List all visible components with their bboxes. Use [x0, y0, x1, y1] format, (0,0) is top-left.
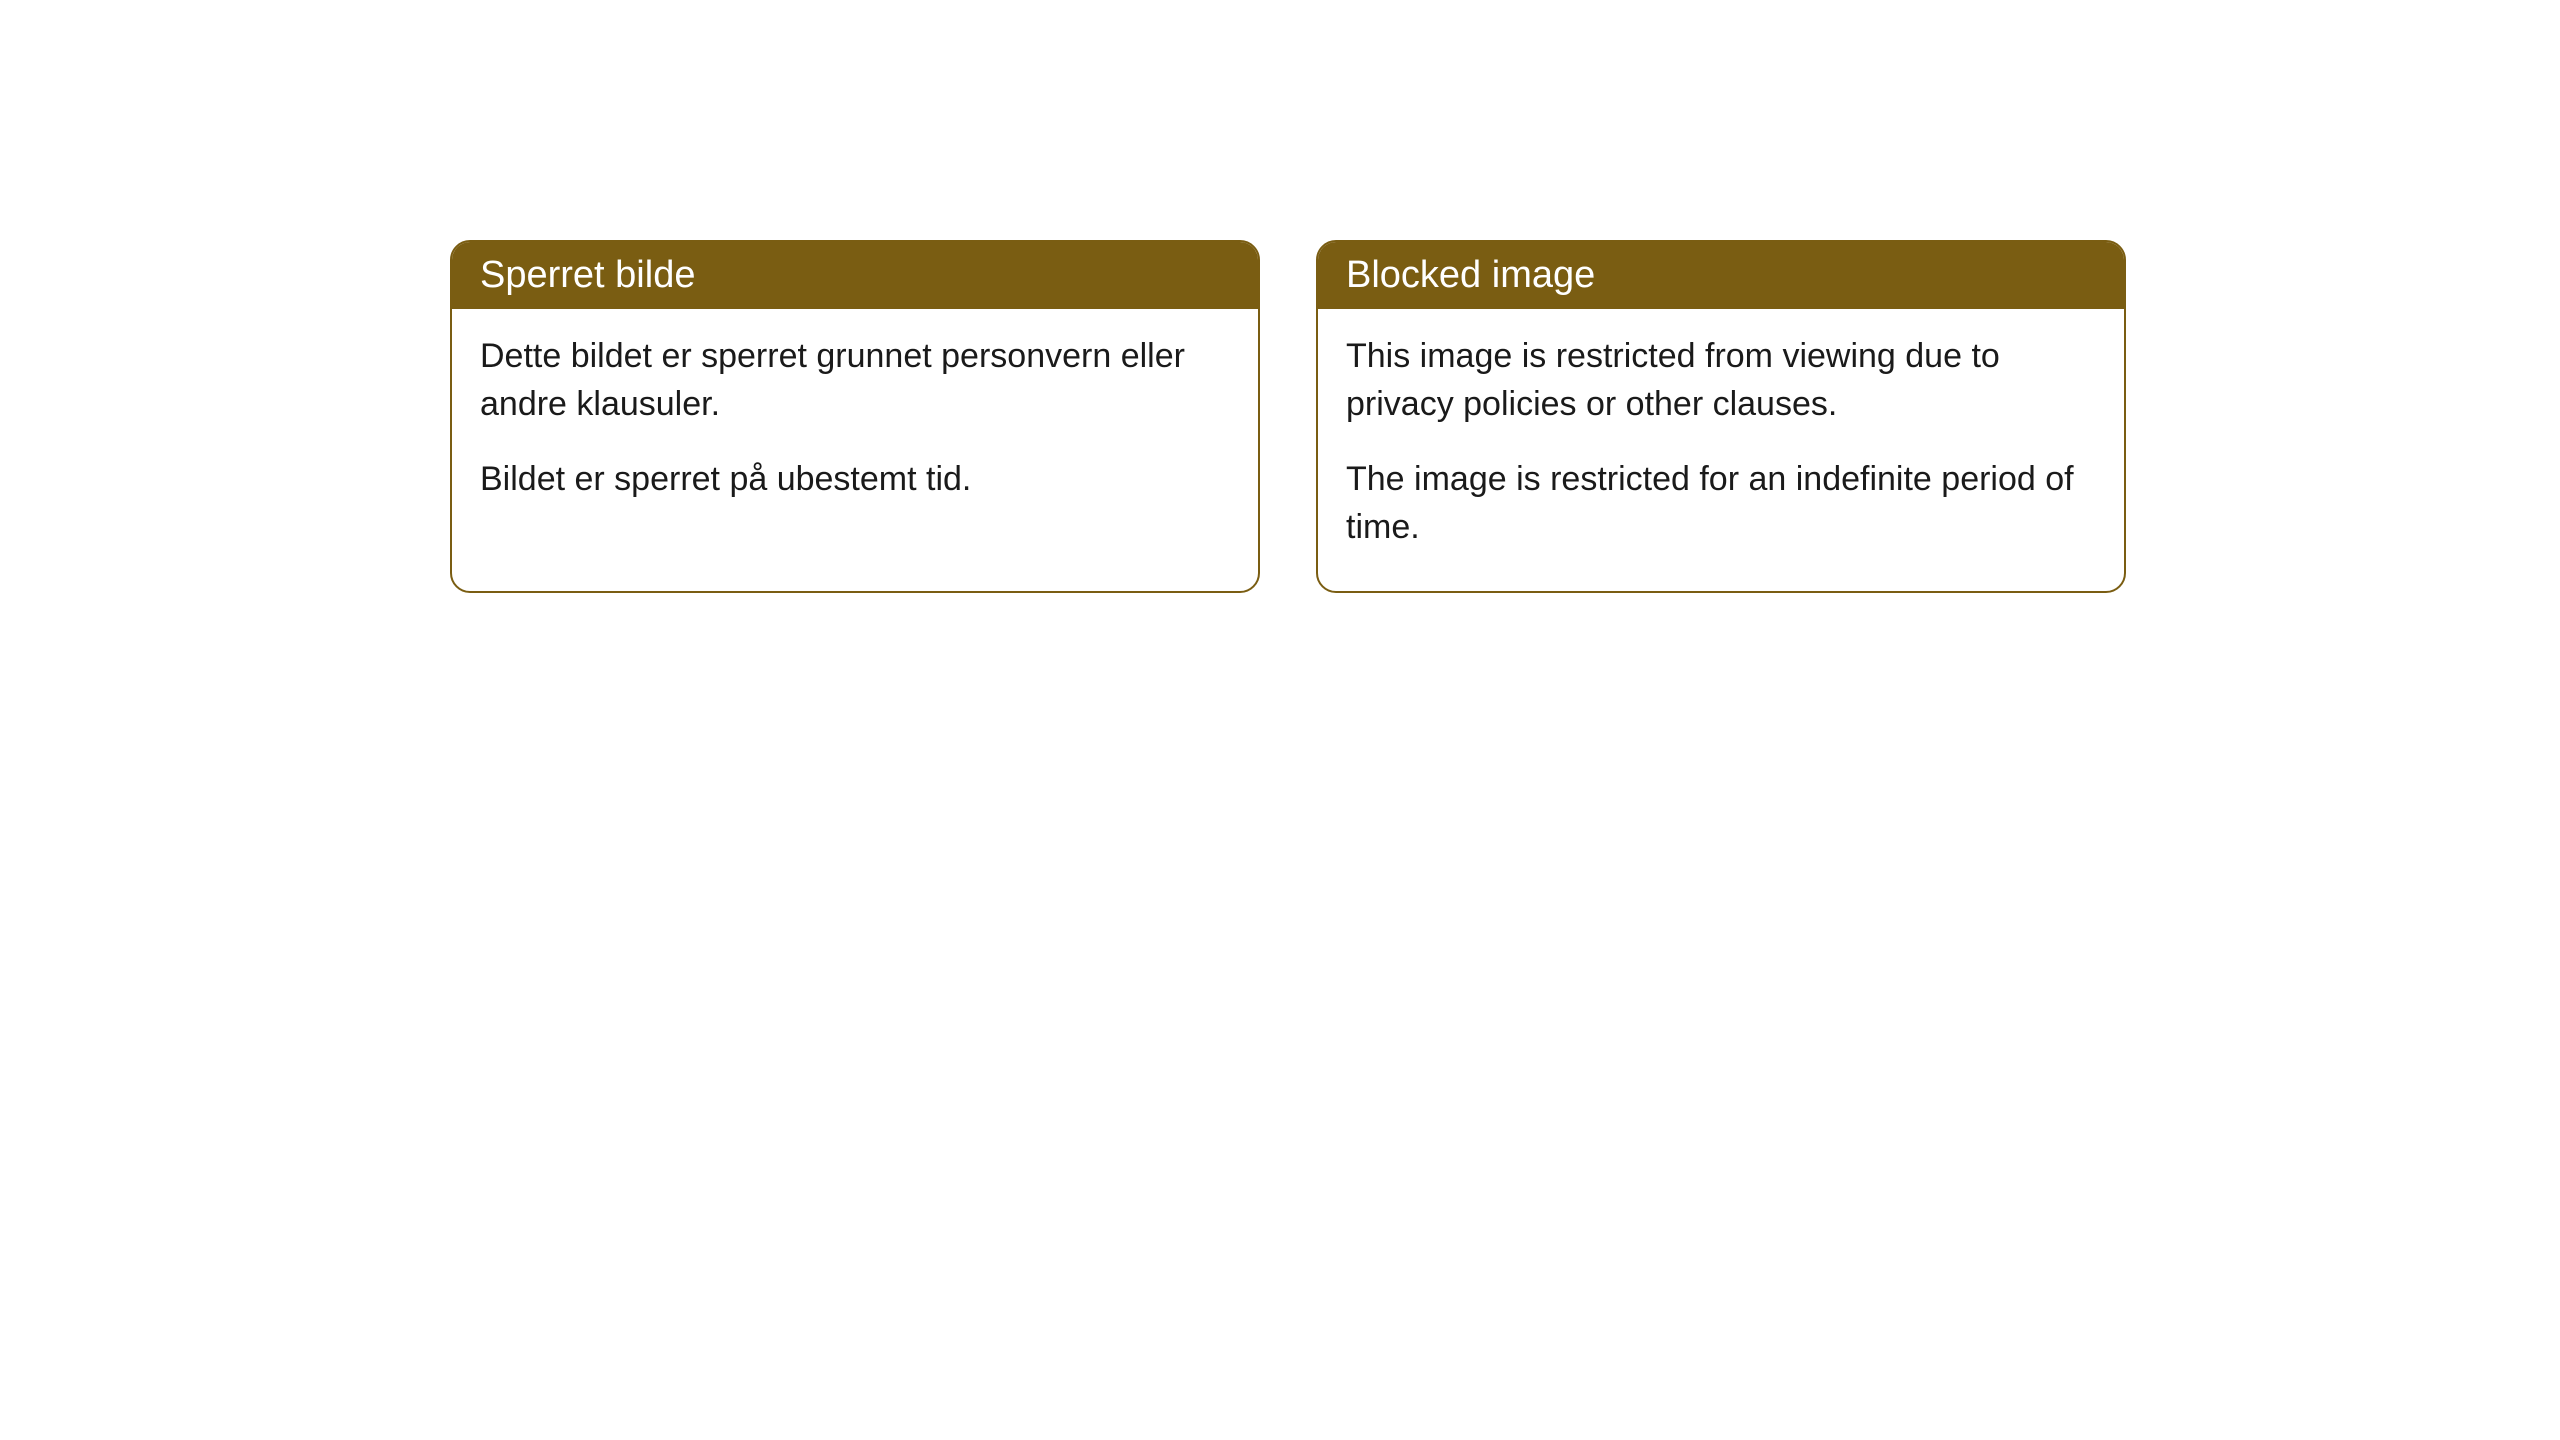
card-paragraph: The image is restricted for an indefinit… — [1346, 456, 2096, 551]
card-header: Sperret bilde — [452, 242, 1258, 309]
notice-cards-container: Sperret bilde Dette bildet er sperret gr… — [450, 240, 2126, 593]
blocked-image-card-norwegian: Sperret bilde Dette bildet er sperret gr… — [450, 240, 1260, 593]
blocked-image-card-english: Blocked image This image is restricted f… — [1316, 240, 2126, 593]
card-paragraph: Dette bildet er sperret grunnet personve… — [480, 333, 1230, 428]
card-paragraph: This image is restricted from viewing du… — [1346, 333, 2096, 428]
card-body: This image is restricted from viewing du… — [1318, 309, 2124, 591]
card-paragraph: Bildet er sperret på ubestemt tid. — [480, 456, 1230, 504]
card-title: Blocked image — [1346, 254, 1595, 296]
card-title: Sperret bilde — [480, 254, 695, 296]
card-body: Dette bildet er sperret grunnet personve… — [452, 309, 1258, 544]
card-header: Blocked image — [1318, 242, 2124, 309]
